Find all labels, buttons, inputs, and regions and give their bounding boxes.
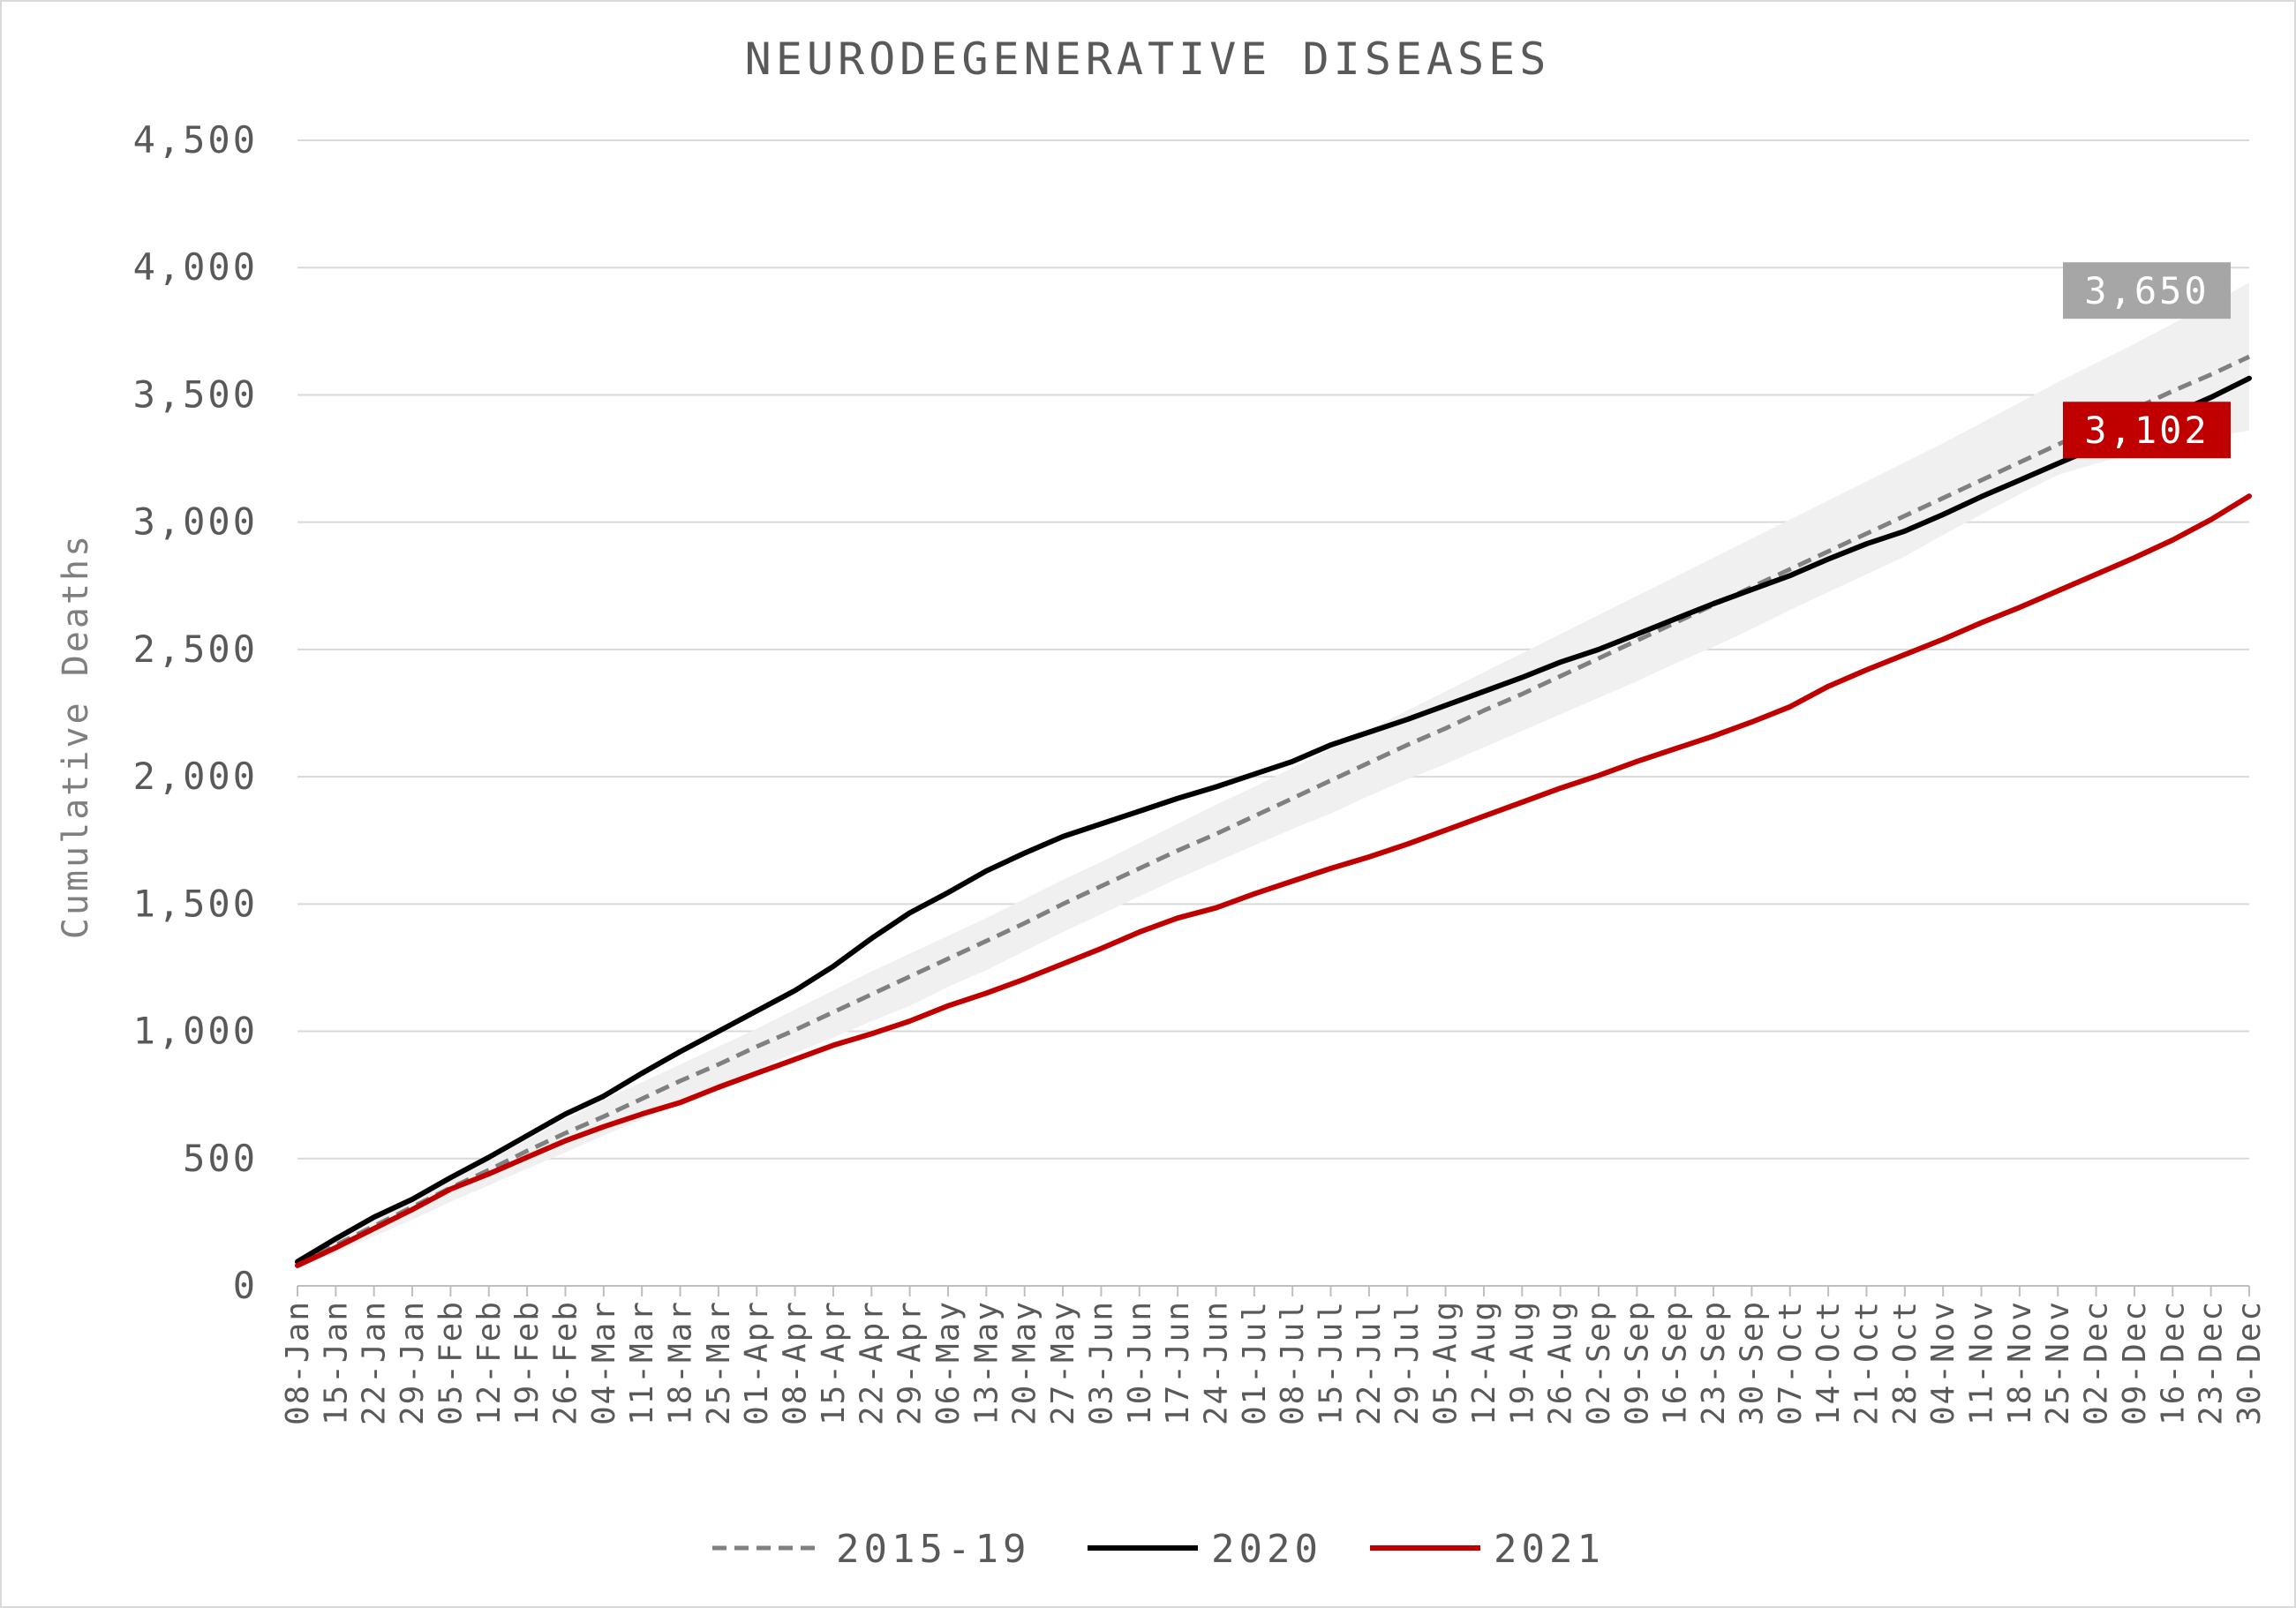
- series-line-2015-19: [296, 354, 2251, 1266]
- x-tick-label: 04-Nov: [1925, 1300, 1961, 1425]
- x-tick-label: 11-Nov: [1964, 1300, 2000, 1425]
- x-tick-label: 03-Jun: [1083, 1300, 1119, 1425]
- x-tick-label: 23-Sep: [1696, 1300, 1732, 1425]
- end-value-callouts: 3,650 3,102: [2063, 262, 2231, 459]
- x-tick-label: 18-Mar: [663, 1300, 699, 1425]
- x-tick-label: 06-May: [930, 1300, 967, 1425]
- x-tick-label: 30-Dec: [2232, 1300, 2268, 1425]
- x-tick-label: 08-Jul: [1275, 1300, 1311, 1425]
- callout-box: [2063, 262, 2231, 319]
- y-tick-label: 3,500: [133, 372, 258, 416]
- x-tick-label: 25-Nov: [2040, 1300, 2076, 1425]
- y-axis-label: Cumulative Deaths: [56, 533, 96, 939]
- x-tick-label: 08-Jan: [280, 1300, 316, 1425]
- x-tick-label: 19-Aug: [1504, 1300, 1540, 1425]
- y-tick-label: 1,000: [133, 1010, 258, 1053]
- y-tick-label: 0: [233, 1264, 258, 1307]
- series-lines: [295, 354, 2252, 1268]
- x-tick-label: 22-Apr: [854, 1300, 890, 1425]
- x-tick-label: 29-Jul: [1389, 1300, 1426, 1425]
- x-tick-label: 10-Jun: [1122, 1300, 1158, 1425]
- x-axis-ticks: 08-Jan 15-Jan 22-Jan 29-Jan 05-Feb 12-Feb 19-F…: [280, 1286, 2268, 1425]
- y-axis-ticks: 0 500 1,000 1,500 2,000 2,500 3,000 3,500 4,000 4…: [133, 118, 258, 1307]
- x-tick-label: 30-Sep: [1734, 1300, 1770, 1425]
- x-tick-label: 24-Jun: [1198, 1300, 1234, 1425]
- y-tick-label: 4,500: [133, 118, 258, 162]
- x-tick-label: 18-Nov: [2002, 1300, 2038, 1425]
- gridlines: [297, 139, 2249, 1287]
- x-tick-label: 29-Apr: [892, 1300, 929, 1425]
- range-band-area: [297, 282, 2249, 1268]
- callout-box: [2063, 402, 2231, 459]
- x-tick-label: 22-Jan: [357, 1300, 393, 1425]
- x-tick-label: 26-Feb: [547, 1300, 583, 1425]
- x-tick-label: 17-Jun: [1160, 1300, 1196, 1425]
- x-tick-label: 22-Jul: [1351, 1300, 1388, 1425]
- x-tick-label: 12-Aug: [1466, 1300, 1502, 1425]
- legend: 2015-19 2020 2021: [712, 1527, 1605, 1572]
- x-tick-label: 21-Oct: [1848, 1300, 1885, 1425]
- y-tick-label: 2,500: [133, 627, 258, 671]
- x-tick-label: 15-Jul: [1314, 1300, 1350, 1425]
- legend-label: 2020: [1211, 1527, 1322, 1572]
- y-tick-label: 2,000: [133, 755, 258, 798]
- x-tick-label: 15-Apr: [816, 1300, 852, 1425]
- legend-label: 2021: [1494, 1527, 1605, 1572]
- x-tick-label: 09-Dec: [2117, 1300, 2153, 1425]
- x-tick-label: 12-Feb: [471, 1300, 508, 1425]
- x-tick-label: 07-Oct: [1773, 1300, 1809, 1425]
- series-line-2021: [295, 493, 2252, 1268]
- x-tick-label: 14-Oct: [1810, 1300, 1847, 1425]
- x-tick-label: 05-Aug: [1428, 1300, 1464, 1425]
- x-tick-label: 09-Sep: [1619, 1300, 1655, 1425]
- x-tick-label: 16-Dec: [2155, 1300, 2191, 1425]
- x-tick-label: 13-May: [968, 1300, 1005, 1425]
- y-tick-label: 3,000: [133, 500, 258, 544]
- x-tick-label: 28-Oct: [1887, 1300, 1923, 1425]
- x-tick-label: 11-Mar: [624, 1300, 660, 1425]
- x-tick-label: 04-Mar: [586, 1300, 622, 1425]
- callout-label: 3,650: [2084, 269, 2209, 312]
- x-tick-label: 19-Feb: [509, 1300, 546, 1425]
- x-tick-label: 25-Mar: [701, 1300, 737, 1425]
- legend-label: 2015-19: [836, 1527, 1030, 1572]
- x-tick-label: 08-Apr: [778, 1300, 814, 1425]
- x-tick-label: 01-Jul: [1237, 1300, 1273, 1425]
- x-tick-label: 02-Dec: [2079, 1300, 2115, 1425]
- x-tick-label: 02-Sep: [1581, 1300, 1617, 1425]
- x-tick-label: 27-May: [1045, 1300, 1081, 1425]
- x-tick-label: 16-Sep: [1658, 1300, 1694, 1425]
- series-line-2020: [295, 375, 2252, 1265]
- x-tick-label: 29-Jan: [395, 1300, 431, 1425]
- y-tick-label: 4,000: [133, 245, 258, 289]
- x-tick-label: 20-May: [1007, 1300, 1043, 1425]
- y-tick-label: 500: [183, 1137, 258, 1180]
- x-tick-label: 15-Jan: [318, 1300, 354, 1425]
- chart-title: NEURODEGENERATIVE DISEASES: [745, 34, 1551, 85]
- x-tick-label: 01-Apr: [739, 1300, 775, 1425]
- x-tick-label: 26-Aug: [1543, 1300, 1579, 1425]
- x-tick-label: 23-Dec: [2194, 1300, 2230, 1425]
- range-band: [297, 282, 2249, 1268]
- callout-label: 3,102: [2084, 409, 2209, 452]
- y-tick-label: 1,500: [133, 882, 258, 925]
- x-tick-label: 05-Feb: [433, 1300, 469, 1425]
